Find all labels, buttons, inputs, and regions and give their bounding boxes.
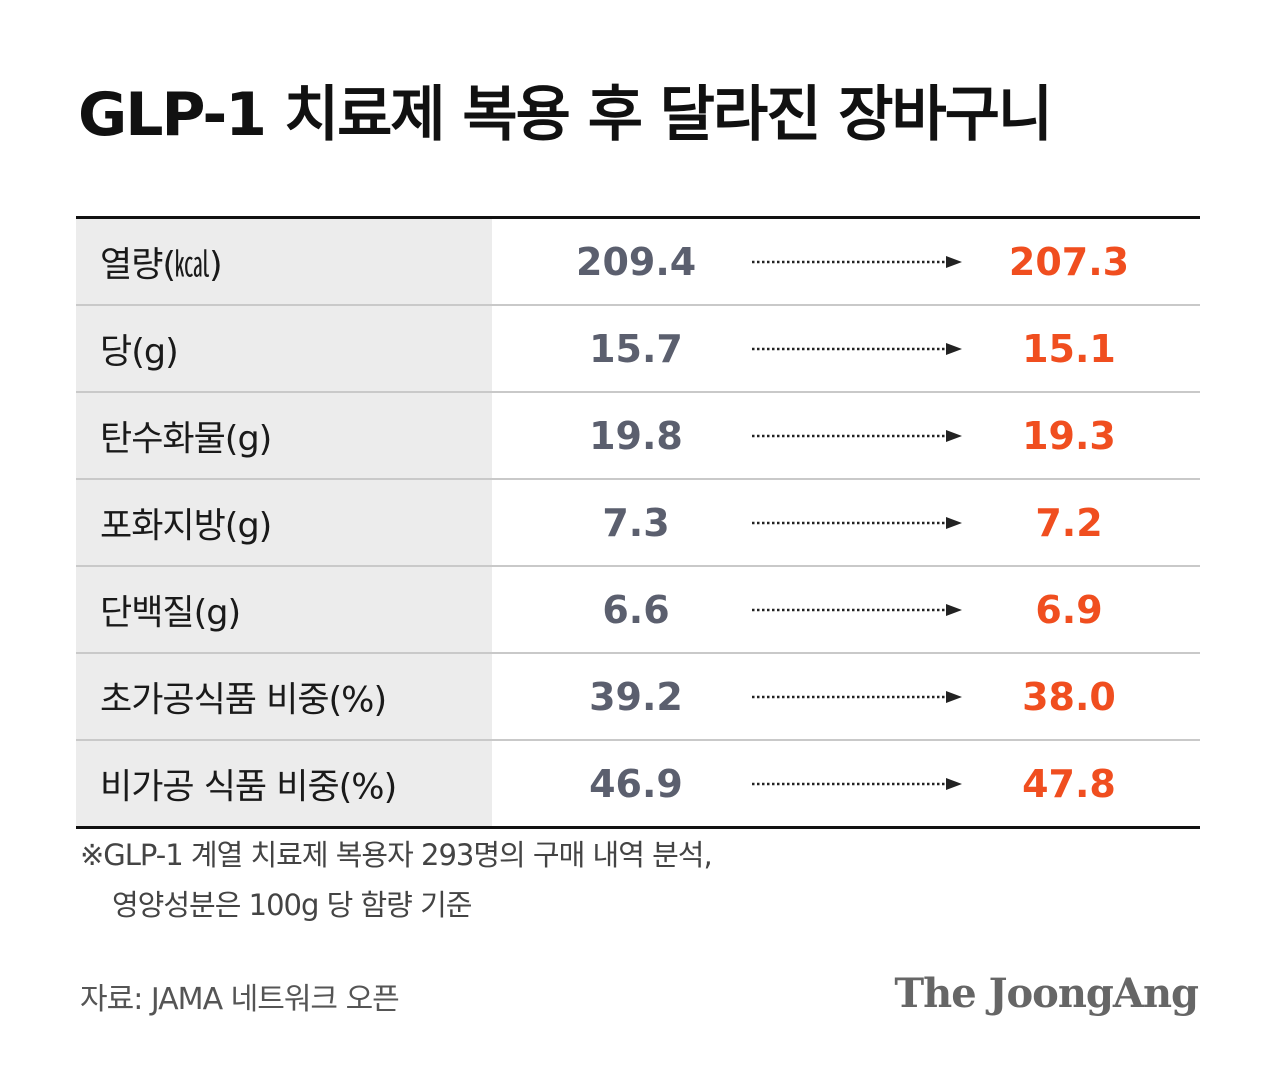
dotted-arrow-icon: [752, 255, 962, 268]
footnote: ※GLP-1 계열 치료제 복용자 293명의 구매 내역 분석, 영양성분은 …: [80, 830, 713, 930]
table-row: 비가공 식품 비중(%) 46.9 47.8: [76, 741, 1200, 826]
before-value: 7.3: [602, 500, 670, 545]
page-title: GLP-1 치료제 복용 후 달라진 장바구니: [78, 80, 1053, 150]
dotted-arrow-icon: [752, 777, 962, 790]
footnote-line-2: 영양성분은 100g 당 함량 기준: [112, 888, 472, 922]
label-cell: 탄수화물(g): [76, 393, 492, 478]
before-value: 6.6: [602, 587, 670, 632]
nutrition-comparison-table: 열량(㎉) 209.4 207.3 당(g) 15.7 15.1 탄수화물(g)…: [76, 216, 1200, 829]
before-value: 19.8: [589, 413, 683, 458]
table-row: 열량(㎉) 209.4 207.3: [76, 219, 1200, 306]
label-cell: 단백질(g): [76, 567, 492, 652]
after-value: 38.0: [1022, 674, 1116, 719]
dotted-arrow-icon: [752, 342, 962, 355]
footnote-line-1: ※GLP-1 계열 치료제 복용자 293명의 구매 내역 분석,: [80, 838, 713, 872]
after-value: 207.3: [1008, 239, 1130, 284]
dotted-arrow-icon: [752, 516, 962, 529]
dotted-arrow-icon: [752, 690, 962, 703]
after-value: 7.2: [1035, 500, 1103, 545]
after-value: 47.8: [1022, 761, 1116, 806]
row-label: 비가공 식품 비중(%): [100, 767, 397, 807]
before-value: 46.9: [589, 761, 683, 806]
label-cell: 당(g): [76, 306, 492, 391]
row-label: 열량(㎉): [100, 245, 223, 285]
row-label: 탄수화물(g): [100, 419, 272, 459]
row-label: 초가공식품 비중(%): [100, 680, 387, 720]
dotted-arrow-icon: [752, 603, 962, 616]
after-value: 6.9: [1035, 587, 1103, 632]
after-value: 15.1: [1022, 326, 1116, 371]
label-cell: 비가공 식품 비중(%): [76, 741, 492, 826]
row-label: 당(g): [100, 332, 179, 372]
after-value: 19.3: [1022, 413, 1116, 458]
label-cell: 포화지방(g): [76, 480, 492, 565]
table-row: 포화지방(g) 7.3 7.2: [76, 480, 1200, 567]
table-row: 탄수화물(g) 19.8 19.3: [76, 393, 1200, 480]
row-label: 단백질(g): [100, 593, 241, 633]
publisher-logo: The JoongAng: [894, 970, 1199, 1017]
before-value: 39.2: [589, 674, 683, 719]
before-value: 15.7: [589, 326, 683, 371]
dotted-arrow-icon: [752, 429, 962, 442]
table-row: 초가공식품 비중(%) 39.2 38.0: [76, 654, 1200, 741]
before-value: 209.4: [576, 239, 697, 284]
label-cell: 열량(㎉): [76, 219, 492, 304]
label-cell: 초가공식품 비중(%): [76, 654, 492, 739]
source-credit: 자료: JAMA 네트워크 오픈: [80, 982, 400, 1017]
table-row: 당(g) 15.7 15.1: [76, 306, 1200, 393]
row-label: 포화지방(g): [100, 506, 272, 546]
table-row: 단백질(g) 6.6 6.9: [76, 567, 1200, 654]
